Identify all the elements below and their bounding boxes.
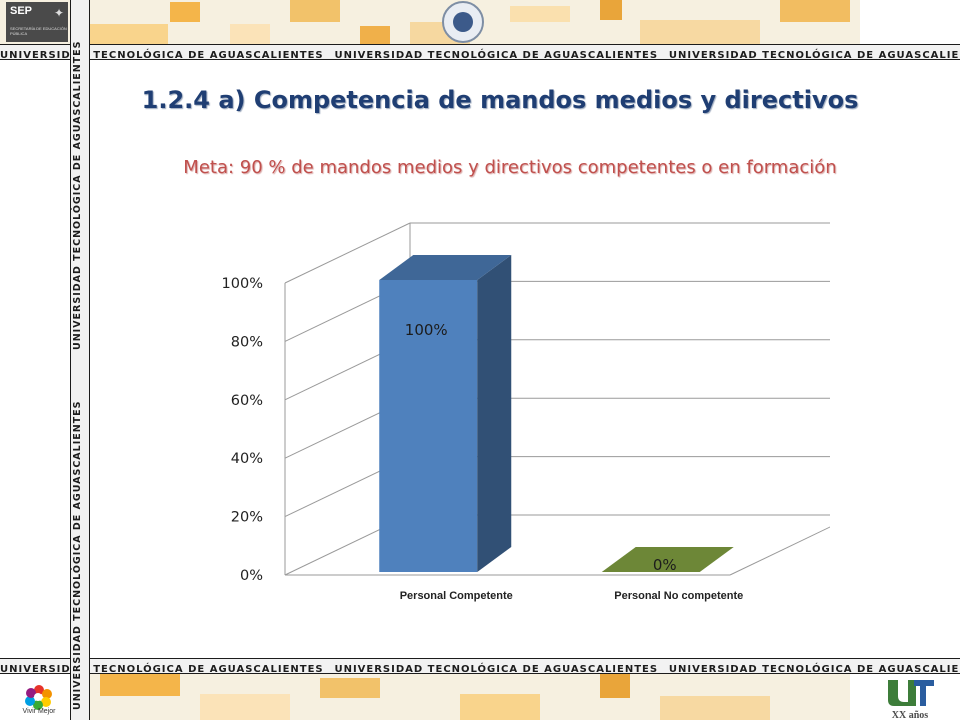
banner-tile [640, 20, 760, 44]
top-banner [0, 0, 960, 44]
bar-top-face [379, 255, 512, 280]
page-subtitle: Meta: 90 % de mandos medios y directivos… [183, 157, 837, 178]
page-title: 1.2.4 a) Competencia de mandos medios y … [141, 86, 859, 114]
y-tick-label: 20% [231, 510, 263, 526]
banner-tile [850, 674, 960, 720]
y-tick-label: 80% [231, 334, 263, 350]
banner-tile [780, 0, 850, 22]
banner-tile [510, 6, 570, 22]
sep-logo: SEP ✦ SECRETARÍA DE EDUCACIÓN PÚBLICA [6, 2, 68, 42]
y-axis-labels: 0% 20% 40% 60% 80% 100% [222, 276, 263, 584]
banner-tile [230, 24, 270, 44]
y-tick-label: 60% [231, 393, 263, 409]
bar-personal-no-competente: 0% [601, 547, 734, 574]
stripe-text: UNIVERSIDAD TECNOLÓGICA DE AGUASCALIENTE… [334, 664, 659, 674]
university-seal-icon [442, 1, 484, 43]
y-tick-label: 100% [222, 276, 263, 292]
bar-front-face [379, 280, 478, 572]
stripe-text: UNIVERSIDAD TECNOLÓGICA DE AGUASCALIENTE… [0, 664, 324, 674]
banner-tile [460, 694, 540, 720]
vivir-mejor-text: Vivir Mejor [22, 708, 56, 715]
top-stripe: UNIVERSIDAD TECNOLÓGICA DE AGUASCALIENTE… [0, 44, 960, 60]
banner-tile [360, 26, 390, 44]
bar-side-face [477, 255, 512, 572]
eagle-icon: ✦ [53, 6, 64, 20]
banner-tile [170, 2, 200, 22]
bottom-banner [0, 674, 960, 720]
stripe-text: UNIVERSIDAD TECNOLÓGICA DE AGUASCALIENTE… [668, 664, 960, 674]
side-text: UNIVERSIDAD TECNOLÓGICA DE AGUASCALIENTE… [72, 40, 83, 350]
stripe-text: UNIVERSIDAD TECNOLÓGICA DE AGUASCALIENTE… [668, 50, 960, 60]
chart-bars: 100% 0% [379, 255, 734, 574]
banner-tile [600, 674, 630, 698]
left-side-strip: UNIVERSIDAD TECNOLÓGICA DE AGUASCALIENTE… [70, 0, 90, 720]
x-axis-labels: Personal Competente Personal No competent… [400, 590, 744, 602]
floor-right-edge [729, 526, 830, 576]
bar-chart: 0% 20% 40% 60% 80% 100% 100% 0% Personal Compe… [222, 222, 830, 602]
stripe-text: UNIVERSIDAD TECNOLÓGICA DE AGUASCALIENTE… [334, 50, 659, 60]
ut-xx-anos-logo: XX años [888, 680, 934, 720]
banner-tile [88, 24, 168, 44]
bottom-stripe: UNIVERSIDAD TECNOLÓGICA DE AGUASCALIENTE… [0, 658, 960, 674]
vivir-mejor-logo [25, 685, 52, 710]
banner-tile [320, 678, 380, 698]
bar-personal-competente: 100% [379, 255, 512, 572]
x-category-label: Personal Competente [400, 590, 513, 602]
y-tick-label: 0% [240, 568, 263, 584]
banner-tile [600, 0, 622, 20]
bar-top-face [601, 547, 734, 572]
banner-tile [200, 694, 290, 720]
sep-logo-sub: SECRETARÍA DE EDUCACIÓN PÚBLICA [10, 26, 67, 36]
chart-grid [284, 222, 830, 576]
ut-logo-text: XX años [892, 710, 929, 720]
data-label: 100% [405, 321, 448, 339]
side-text: UNIVERSIDAD TECNOLÓGICA DE AGUASCALIENTE… [72, 400, 83, 710]
stripe-text: UNIVERSIDAD TECNOLÓGICA DE AGUASCALIENTE… [0, 50, 324, 60]
gridline-depth [284, 222, 411, 284]
banner-tile [290, 0, 340, 22]
data-label: 0% [653, 556, 677, 574]
y-tick-label: 40% [231, 451, 263, 467]
sep-logo-word: SEP [10, 5, 33, 17]
banner-tile [860, 0, 960, 44]
banner-tile [100, 674, 180, 696]
x-category-label: Personal No competente [614, 590, 743, 602]
banner-tile [660, 696, 770, 720]
